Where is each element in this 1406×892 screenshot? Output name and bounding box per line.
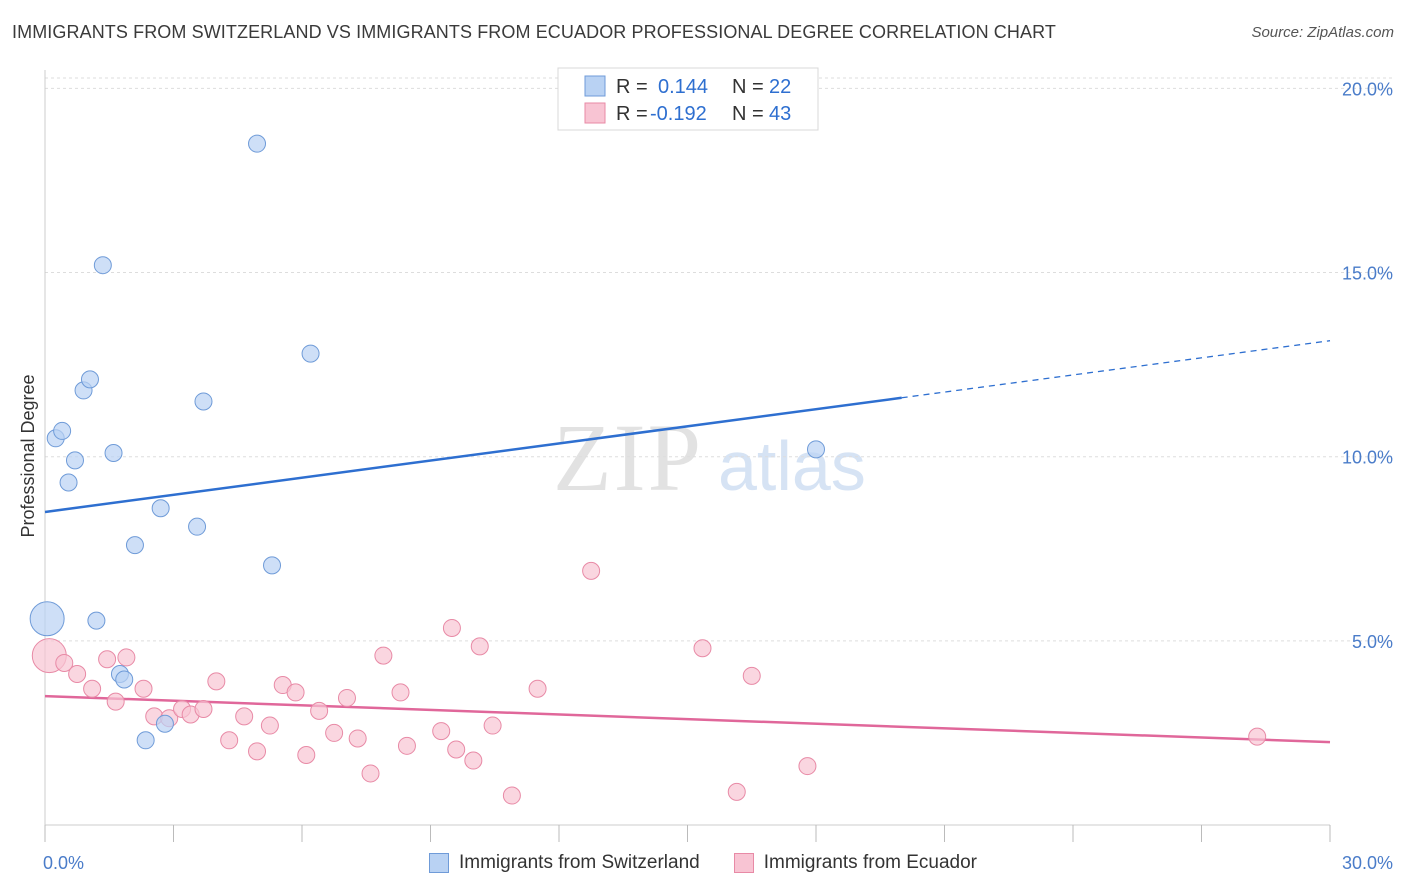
y-tick-label-3: 20.0%	[1342, 79, 1393, 99]
source-label: Source: ZipAtlas.com	[1251, 24, 1394, 41]
chart-title: IMMIGRANTS FROM SWITZERLAND VS IMMIGRANT…	[12, 22, 1056, 42]
point-ecuador-40	[742, 666, 761, 685]
point-switzerland-3	[59, 473, 78, 492]
point-switzerland-12	[125, 536, 144, 555]
point-ecuador-19	[286, 683, 305, 702]
watermark-zip: ZIP	[553, 404, 703, 511]
x-tick-label-min: 0.0%	[43, 853, 84, 873]
point-switzerland-8	[93, 256, 112, 275]
point-switzerland-2	[53, 421, 72, 440]
legend-r-value-0: 0.144	[658, 76, 708, 98]
y-tick-labels: 5.0% 10.0% 15.0% 20.0%	[1342, 79, 1393, 651]
point-switzerland-4	[65, 451, 84, 470]
legend-swatch-ecuador-bottom	[733, 853, 754, 873]
data-points	[29, 134, 1267, 805]
point-ecuador-23	[337, 688, 356, 707]
axes	[44, 70, 1331, 842]
point-switzerland-16	[188, 517, 207, 536]
legend-item-ecuador: Immigrants from Ecuador	[733, 852, 978, 874]
point-ecuador-31	[447, 740, 466, 759]
point-ecuador-42	[1248, 727, 1267, 746]
point-ecuador-35	[502, 786, 521, 805]
point-ecuador-7	[134, 679, 153, 698]
point-switzerland-21	[807, 440, 825, 459]
legend-label-switzerland: Immigrants from Switzerland	[458, 852, 700, 873]
point-ecuador-21	[310, 701, 329, 720]
point-ecuador-6	[117, 648, 136, 667]
trend-line-ecuador	[44, 694, 1331, 744]
legend-n-value-1: 43	[769, 103, 791, 125]
point-switzerland-18	[248, 134, 267, 153]
point-ecuador-39	[727, 782, 746, 801]
trend-lines	[44, 340, 1331, 744]
point-ecuador-16	[248, 742, 267, 761]
point-switzerland-14	[151, 499, 170, 518]
watermark-atlas: atlas	[718, 427, 866, 505]
point-ecuador-13	[207, 672, 226, 691]
point-switzerland-11	[115, 670, 134, 689]
point-ecuador-38	[693, 639, 712, 658]
point-ecuador-30	[442, 618, 461, 637]
point-ecuador-33	[470, 637, 489, 656]
trend-line-switzerland-extension	[901, 340, 1331, 399]
point-ecuador-3	[83, 679, 102, 698]
legend-r-label-0: R =	[616, 76, 648, 98]
x-tick-labels: 0.0% 30.0%	[43, 853, 1393, 873]
point-ecuador-41	[798, 757, 817, 776]
point-ecuador-24	[348, 729, 367, 748]
point-ecuador-36	[528, 679, 547, 698]
trend-line-switzerland	[44, 396, 902, 514]
point-switzerland-15	[155, 714, 174, 733]
legend-item-switzerland: Immigrants from Switzerland	[428, 852, 700, 874]
y-tick-label-0: 5.0%	[1352, 632, 1393, 652]
gridlines	[45, 77, 1395, 642]
point-ecuador-22	[325, 723, 344, 742]
point-ecuador-17	[260, 716, 279, 735]
point-ecuador-26	[374, 646, 393, 665]
point-switzerland-7	[87, 611, 106, 630]
legend-r-value-1: -0.192	[650, 103, 707, 125]
point-ecuador-28	[397, 736, 416, 755]
x-tick-label-max: 30.0%	[1342, 853, 1393, 873]
point-ecuador-15	[235, 707, 254, 726]
point-ecuador-2	[68, 665, 87, 683]
y-axis-title: Professional Degree	[18, 374, 38, 537]
legend-n-label-0: N =	[732, 76, 764, 98]
point-ecuador-34	[483, 716, 502, 735]
point-ecuador-20	[297, 746, 316, 765]
point-ecuador-25	[361, 764, 380, 783]
legend-r-label-1: R =	[616, 103, 648, 125]
series-legend: Immigrants from Switzerland Immigrants f…	[0, 852, 1406, 874]
point-ecuador-32	[464, 751, 483, 770]
legend-n-value-0: 22	[769, 76, 791, 98]
point-switzerland-0	[29, 601, 65, 637]
stats-legend: R = 0.144 N = 22 R = -0.192 N = 43	[557, 67, 819, 131]
point-switzerland-13	[136, 731, 155, 750]
point-ecuador-27	[391, 683, 410, 702]
point-switzerland-9	[104, 444, 123, 463]
y-tick-label-2: 15.0%	[1342, 264, 1393, 284]
legend-n-label-1: N =	[732, 103, 764, 125]
legend-swatch-ecuador	[584, 102, 606, 124]
point-ecuador-12	[194, 699, 213, 718]
point-ecuador-37	[582, 561, 601, 580]
legend-label-ecuador: Immigrants from Ecuador	[763, 852, 978, 873]
point-ecuador-1	[55, 653, 74, 672]
point-switzerland-20	[301, 344, 320, 363]
legend-swatch-switzerland-bottom	[428, 853, 449, 873]
point-ecuador-4	[98, 650, 117, 669]
point-switzerland-19	[263, 556, 282, 575]
point-ecuador-5	[106, 692, 125, 711]
y-tick-label-1: 10.0%	[1342, 448, 1393, 468]
point-ecuador-14	[220, 731, 239, 750]
point-switzerland-6	[80, 370, 99, 389]
point-switzerland-17	[194, 392, 213, 411]
legend-swatch-switzerland	[584, 75, 606, 97]
point-ecuador-29	[432, 722, 451, 741]
